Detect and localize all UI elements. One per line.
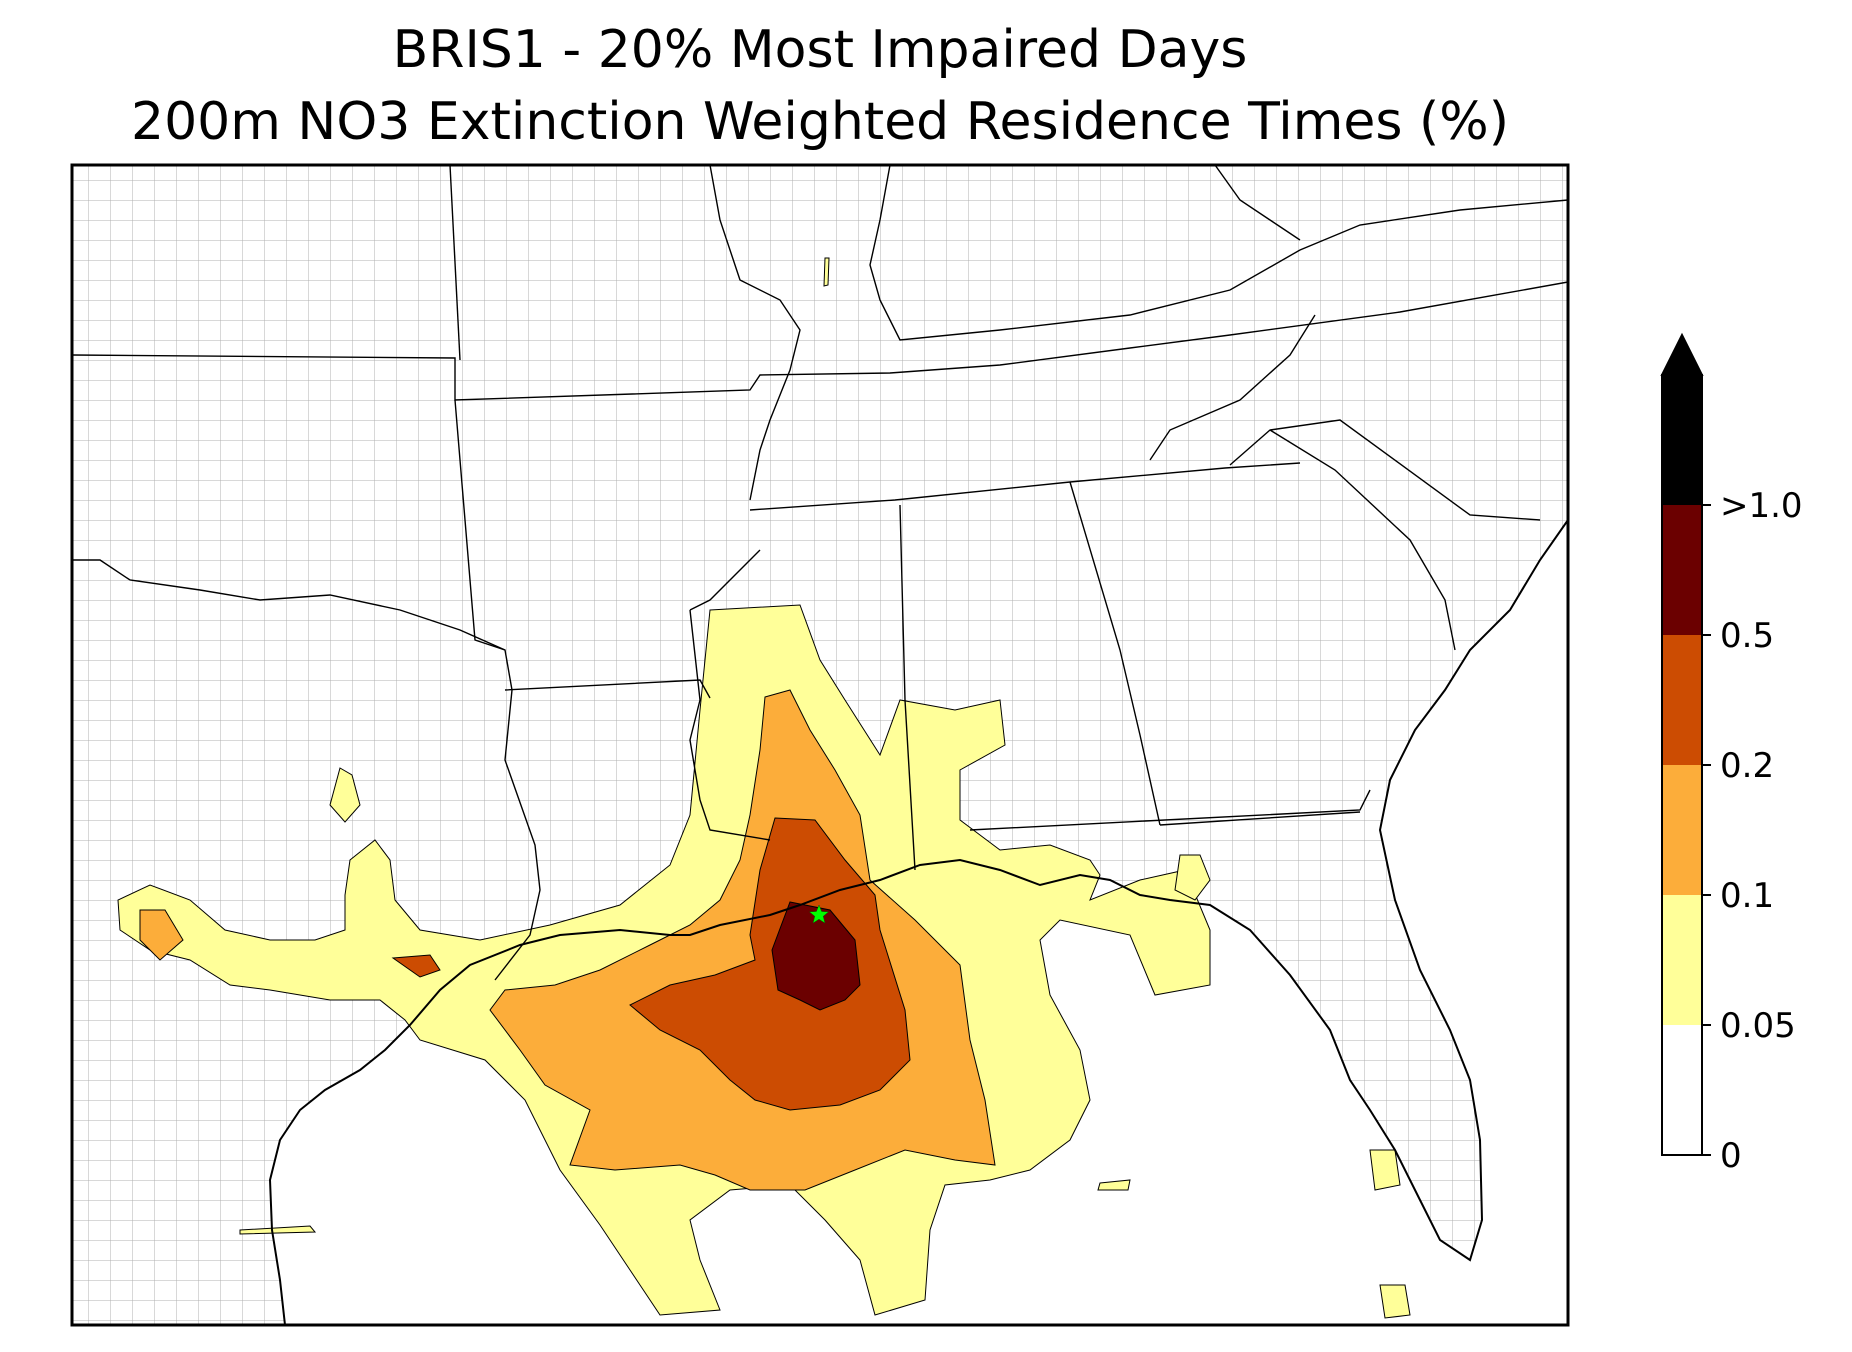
contour-0.05-patch-g [823,257,830,287]
contour-0.05-patch-f [239,1225,317,1235]
coastline [268,519,1568,1325]
colorbar-tick-label: >1.0 [1720,486,1803,526]
colorbar-segment [1662,635,1702,765]
colorbar-segment [1662,1025,1702,1155]
colorbar-tick-label: 0.05 [1720,1006,1796,1046]
contour-0.05-patch-a [329,767,361,823]
contour-0.5 [771,901,861,1011]
colorbar-tick-label: 0.2 [1720,746,1774,786]
map-title-line-1: BRIS1 - 20% Most Impaired Days [392,20,1248,80]
colorbar-segment [1662,505,1702,635]
colorbar: 0 0.05 0.1 0.2 0.5 >1.0 [1660,332,1803,1176]
colorbar-segment [1662,375,1702,505]
contour-0.05-patch-b [1174,854,1211,901]
colorbar-tick-label: 0.5 [1720,616,1774,656]
contour-0.05-patch-c [1097,1179,1131,1191]
contour-0.05-patch-e [1379,1284,1411,1319]
contour-0.1-patch-a [139,909,184,961]
colorbar-segment [1662,895,1702,1025]
colorbar-segment [1662,765,1702,895]
contour-0.2-patch-a [391,954,441,978]
colorbar-tick-label: 0.1 [1720,876,1774,916]
colorbar-tick-label: 0 [1720,1136,1742,1176]
site-star-marker [808,904,830,924]
colorbar-extend-arrow [1660,332,1704,376]
map-title-line-2: 200m NO3 Extinction Weighted Residence T… [131,92,1509,152]
map-frame [70,163,1570,1327]
contour-0.05-patch-d [1369,1149,1401,1191]
state-boundaries [72,165,1568,981]
